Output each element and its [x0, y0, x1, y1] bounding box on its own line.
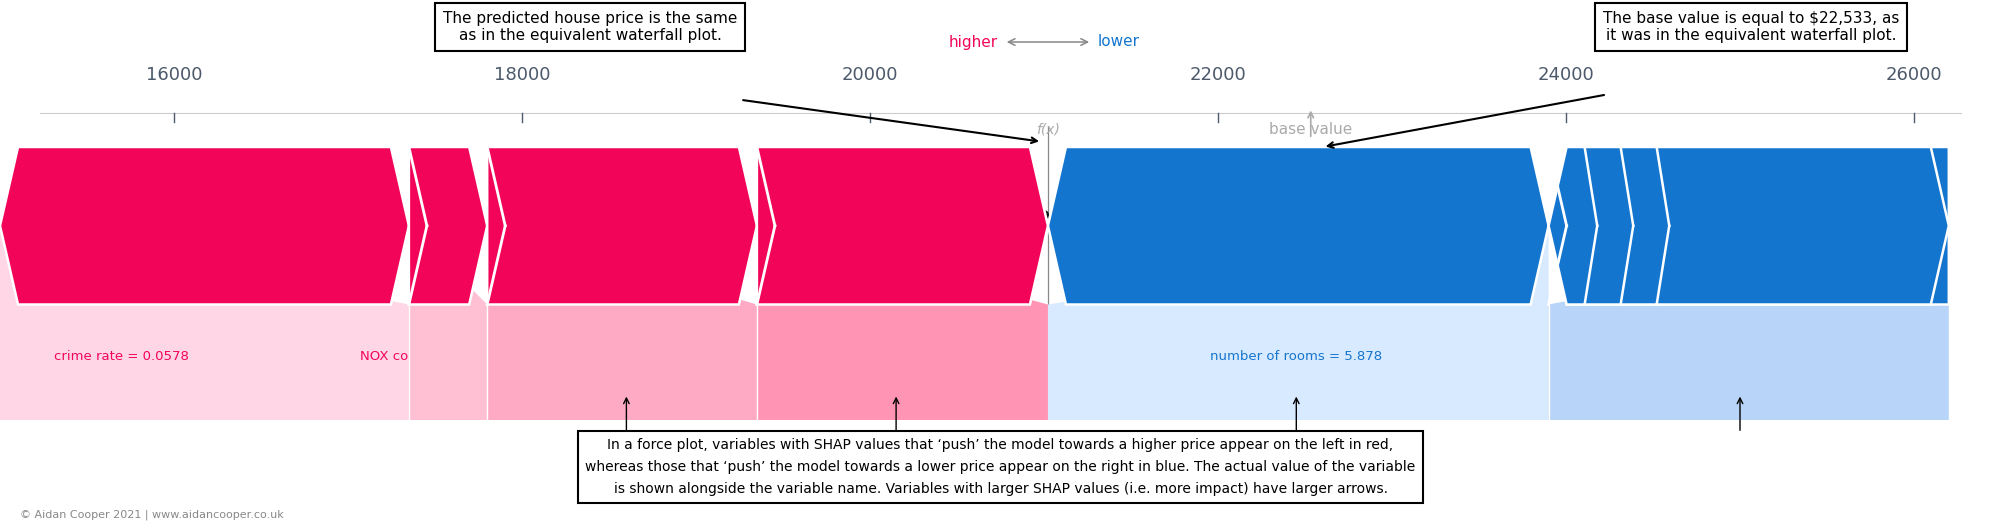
Text: remoteness = 6.498: remoteness = 6.498	[1673, 351, 1807, 363]
Text: % working class = 16.2: % working class = 16.2	[818, 351, 974, 363]
Text: 22000: 22000	[1191, 66, 1247, 84]
Polygon shape	[1549, 147, 1949, 304]
Polygon shape	[0, 147, 408, 304]
Polygon shape	[486, 226, 756, 420]
Polygon shape	[1549, 147, 1949, 304]
Text: crime rate = 0.0578: crime rate = 0.0578	[54, 351, 190, 363]
Text: © Aidan Cooper 2021 | www.aidancooper.co.uk: © Aidan Cooper 2021 | www.aidancooper.co…	[20, 509, 284, 520]
Text: NOX concentration = 0.40: NOX concentration = 0.40	[360, 351, 534, 363]
Polygon shape	[756, 147, 1049, 304]
Text: number of rooms = 5.878: number of rooms = 5.878	[1211, 351, 1383, 363]
Text: lower: lower	[1099, 35, 1141, 49]
Text: The predicted house price is the same
as in the equivalent waterfall plot.: The predicted house price is the same as…	[442, 10, 738, 43]
Text: 26000: 26000	[1885, 66, 1943, 84]
Text: higher: higher	[948, 35, 998, 49]
Text: 20000: 20000	[842, 66, 898, 84]
Text: 18000: 18000	[494, 66, 550, 84]
Polygon shape	[408, 147, 486, 304]
Polygon shape	[0, 226, 408, 420]
Polygon shape	[756, 226, 1049, 420]
Text: 24000: 24000	[1537, 66, 1595, 84]
Polygon shape	[1049, 147, 1549, 304]
Text: base value: base value	[1269, 121, 1353, 136]
Text: 21022.57: 21022.57	[990, 210, 1107, 230]
Text: % built before 1940 = 21.4: % built before 1940 = 21.4	[536, 351, 716, 363]
Text: The base value is equal to $22,533, as
it was in the equivalent waterfall plot.: The base value is equal to $22,533, as i…	[1603, 10, 1899, 43]
Text: In a force plot, variables with SHAP values that ‘push’ the model towards a high: In a force plot, variables with SHAP val…	[586, 438, 1415, 496]
Text: 16000: 16000	[146, 66, 202, 84]
Polygon shape	[408, 226, 486, 420]
Polygon shape	[1549, 226, 1949, 420]
Polygon shape	[1049, 226, 1549, 420]
Polygon shape	[486, 147, 756, 304]
Text: f(x): f(x)	[1037, 122, 1061, 136]
